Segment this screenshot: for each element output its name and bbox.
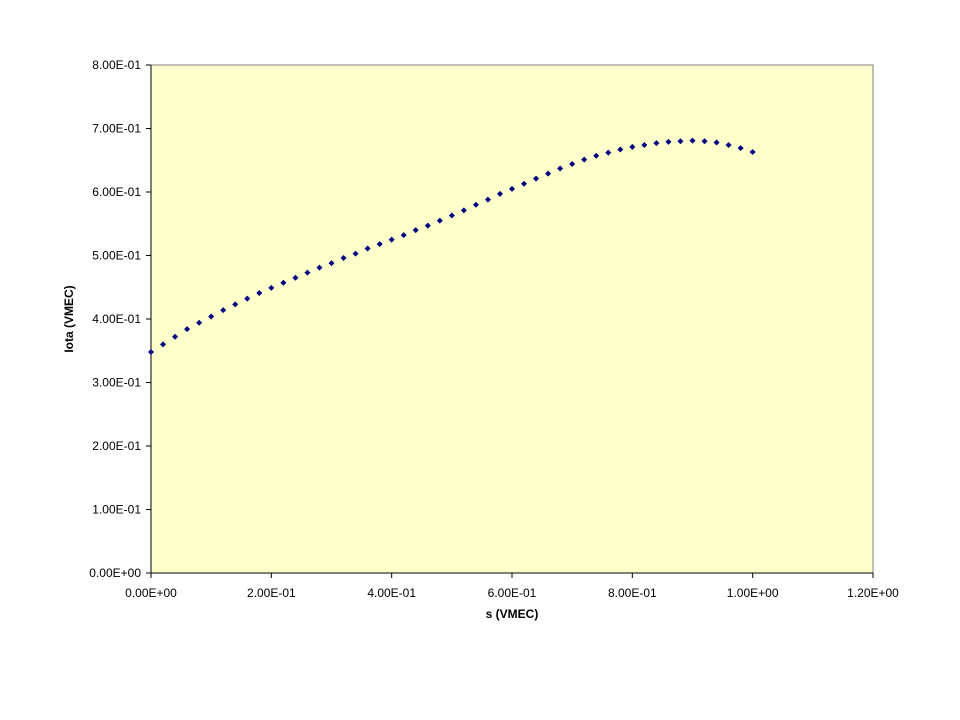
data-point bbox=[713, 139, 720, 146]
data-point bbox=[400, 232, 407, 239]
y-tick-label: 7.00E-01 bbox=[92, 122, 141, 136]
data-point bbox=[749, 148, 756, 155]
y-tick-label: 0.00E+00 bbox=[89, 566, 141, 580]
data-point bbox=[364, 245, 371, 252]
data-point bbox=[316, 264, 323, 271]
x-axis-title: s (VMEC) bbox=[486, 607, 539, 621]
data-point bbox=[436, 217, 443, 224]
data-point bbox=[256, 289, 263, 296]
x-tick-label: 4.00E-01 bbox=[367, 586, 416, 600]
data-point bbox=[677, 138, 684, 145]
data-point bbox=[268, 284, 275, 291]
data-point bbox=[593, 152, 600, 159]
x-tick-label: 1.00E+00 bbox=[727, 586, 779, 600]
y-tick-label: 1.00E-01 bbox=[92, 503, 141, 517]
data-points bbox=[148, 137, 756, 356]
data-point bbox=[220, 307, 227, 314]
data-point bbox=[412, 227, 419, 234]
data-point bbox=[340, 255, 347, 262]
data-point bbox=[352, 250, 359, 257]
data-point bbox=[376, 241, 383, 248]
data-point bbox=[172, 333, 179, 340]
data-point bbox=[496, 190, 503, 197]
data-point bbox=[484, 196, 491, 203]
x-tick-label: 0.00E+00 bbox=[125, 586, 177, 600]
data-point bbox=[545, 170, 552, 177]
data-point bbox=[629, 143, 636, 150]
data-point bbox=[533, 175, 540, 182]
data-point bbox=[605, 149, 612, 156]
y-tick-label: 2.00E-01 bbox=[92, 439, 141, 453]
data-point bbox=[196, 319, 203, 326]
y-tick-label: 4.00E-01 bbox=[92, 312, 141, 326]
x-tick-label: 6.00E-01 bbox=[488, 586, 537, 600]
data-point bbox=[148, 349, 154, 356]
data-point bbox=[617, 146, 624, 153]
data-point bbox=[460, 207, 467, 214]
data-point bbox=[557, 165, 564, 172]
data-point bbox=[701, 138, 708, 145]
data-point bbox=[448, 212, 455, 219]
y-tick-label: 6.00E-01 bbox=[92, 185, 141, 199]
data-point bbox=[581, 156, 588, 163]
data-point bbox=[569, 161, 576, 168]
x-tick-labels: 0.00E+00 2.00E-01 4.00E-01 6.00E-01 8.00E-01… bbox=[125, 586, 899, 600]
data-point bbox=[388, 236, 395, 243]
data-point bbox=[725, 142, 732, 149]
plot-area bbox=[150, 64, 874, 574]
y-tick-labels: 0.00E+00 1.00E-01 2.00E-01 3.00E-01 4.00E-01… bbox=[89, 58, 141, 580]
data-point bbox=[641, 142, 648, 149]
data-point bbox=[509, 185, 515, 192]
data-point bbox=[665, 138, 672, 145]
data-point bbox=[737, 145, 744, 152]
data-point bbox=[328, 260, 335, 267]
data-point bbox=[208, 313, 215, 320]
x-tick-label: 2.00E-01 bbox=[247, 586, 296, 600]
data-point bbox=[184, 326, 191, 333]
y-axis-title: Iota (VMEC) bbox=[62, 285, 76, 352]
axes bbox=[146, 64, 874, 578]
data-point bbox=[160, 341, 167, 348]
data-point bbox=[280, 279, 287, 286]
data-point bbox=[521, 180, 528, 187]
x-tick-label: 1.20E+00 bbox=[847, 586, 899, 600]
data-point bbox=[689, 137, 696, 144]
data-point bbox=[244, 295, 251, 302]
data-point bbox=[232, 301, 239, 308]
data-point bbox=[472, 201, 479, 208]
data-point bbox=[653, 140, 660, 147]
data-point bbox=[304, 269, 311, 276]
data-point bbox=[292, 274, 299, 281]
y-tick-label: 3.00E-01 bbox=[92, 376, 141, 390]
data-point bbox=[424, 222, 431, 229]
x-tick-label: 8.00E-01 bbox=[608, 586, 657, 600]
y-tick-label: 5.00E-01 bbox=[92, 249, 141, 263]
y-tick-label: 8.00E-01 bbox=[92, 58, 141, 72]
